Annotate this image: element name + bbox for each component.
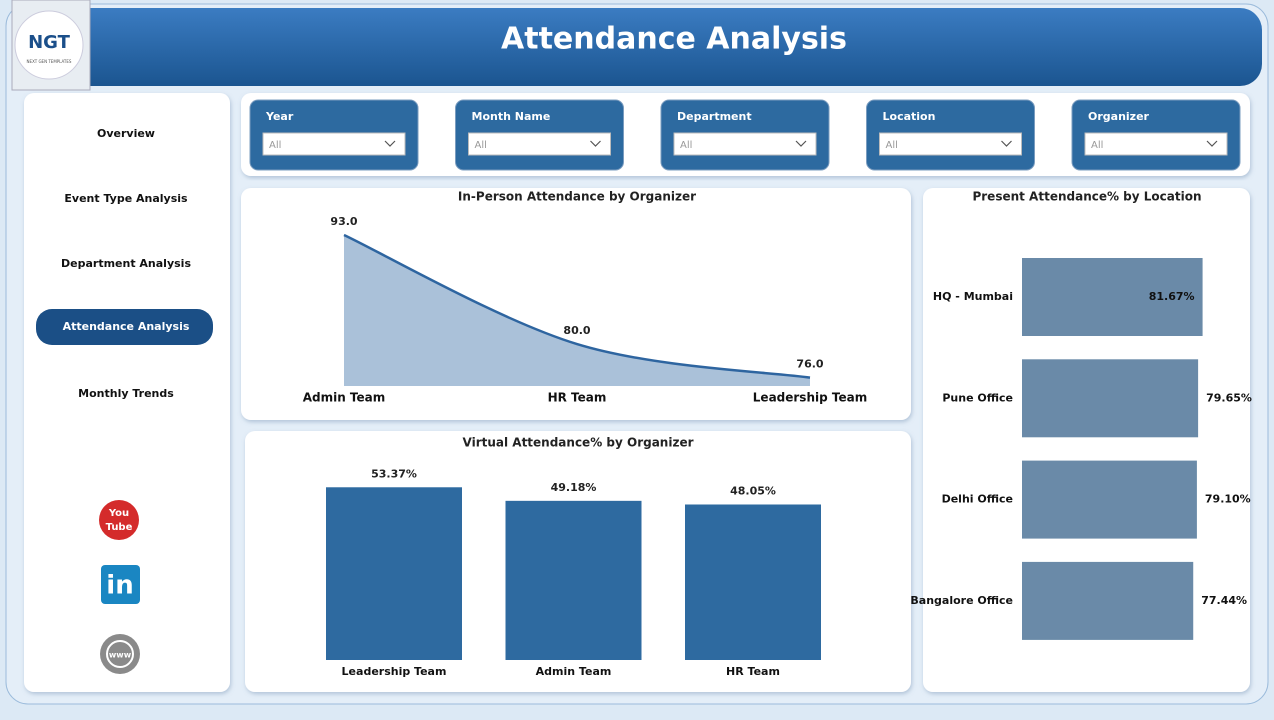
logo-text: NGT [28, 32, 71, 53]
data-label: 79.10% [1205, 493, 1251, 506]
bar [685, 504, 821, 660]
slicer-value: All [269, 140, 281, 151]
nav-active[interactable] [36, 309, 213, 345]
data-label: 48.05% [730, 484, 776, 497]
slicer-dropdown[interactable] [879, 132, 1022, 156]
data-label: 81.67% [1149, 290, 1195, 303]
x-tick-label: HR Team [726, 665, 780, 678]
nav-panel [24, 93, 230, 692]
web-text: www [109, 651, 132, 660]
nav-item[interactable]: Department Analysis [61, 257, 191, 270]
chart-title: Virtual Attendance% by Organizer [463, 436, 694, 450]
bar [1022, 258, 1203, 336]
bar [1022, 460, 1197, 539]
chevron [384, 140, 396, 147]
y-tick-label: Bangalore Office [910, 594, 1013, 607]
slicer-value: All [475, 140, 487, 151]
y-tick-label: Delhi Office [942, 493, 1013, 506]
nav-item[interactable]: Overview [97, 127, 155, 140]
line [343, 233, 811, 379]
slicer-value: All [886, 140, 898, 151]
nav-item[interactable]: Monthly Trends [78, 387, 174, 400]
x-tick-label: Admin Team [303, 391, 386, 405]
slicer-dropdown[interactable] [673, 132, 817, 156]
linkedin-icon[interactable] [101, 565, 140, 604]
bar [1022, 359, 1199, 438]
slicer-dropdown[interactable] [468, 132, 611, 156]
youtube-text: You [108, 508, 129, 519]
chevron [590, 140, 601, 147]
slicer-label: Year [265, 110, 294, 123]
youtube-icon[interactable] [99, 500, 139, 540]
slicer-label: Month Name [472, 110, 551, 123]
data-label: 77.44% [1201, 594, 1247, 607]
nav-item[interactable]: Attendance Analysis [63, 320, 190, 333]
data-label: 53.37% [371, 467, 417, 480]
chevron [1206, 140, 1218, 147]
nav-item[interactable]: Event Type Analysis [64, 192, 188, 205]
slicer-label: Department [677, 110, 752, 123]
web-icon[interactable] [100, 634, 140, 674]
slicer-value: All [1091, 140, 1103, 151]
area [344, 235, 810, 386]
web-globe [106, 640, 134, 668]
bar [326, 487, 462, 660]
chart-title: In-Person Attendance by Organizer [458, 190, 696, 204]
header-bar [12, 8, 1262, 86]
y-tick-label: Pune Office [942, 391, 1013, 404]
youtube-text: Tube [106, 522, 133, 533]
logo-tagline: NEXT GEN TEMPLATES [27, 59, 72, 64]
data-label: 49.18% [551, 481, 597, 494]
y-tick-label: HQ - Mumbai [933, 290, 1013, 303]
slicer-dropdown[interactable] [1084, 132, 1228, 156]
slicer-label: Organizer [1088, 110, 1150, 123]
linkedin-text: in [106, 571, 133, 601]
slicer-dropdown[interactable] [262, 132, 406, 156]
data-label: 80.0 [563, 324, 590, 337]
x-tick-label: Leadership Team [342, 665, 447, 678]
bar [505, 500, 642, 660]
bar [1022, 561, 1194, 640]
logo-circle [14, 10, 84, 80]
data-label: 76.0 [796, 358, 823, 371]
chart-title: Present Attendance% by Location [972, 190, 1201, 204]
nav: Overview Event Type Analysis Department An… [36, 127, 213, 400]
chevron [1001, 140, 1012, 147]
page-title: Attendance Analysis [501, 22, 847, 57]
x-tick-label: Admin Team [536, 665, 612, 678]
x-tick-label: Leadership Team [753, 391, 867, 405]
filters: Year All Month Name All Department All Locatio… [249, 99, 1241, 171]
slicer-label: Location [883, 110, 936, 123]
x-tick-label: HR Team [548, 391, 607, 405]
data-label: 79.65% [1206, 391, 1252, 404]
chevron [795, 140, 807, 147]
data-label: 93.0 [330, 215, 357, 228]
slicer-value: All [680, 140, 692, 151]
